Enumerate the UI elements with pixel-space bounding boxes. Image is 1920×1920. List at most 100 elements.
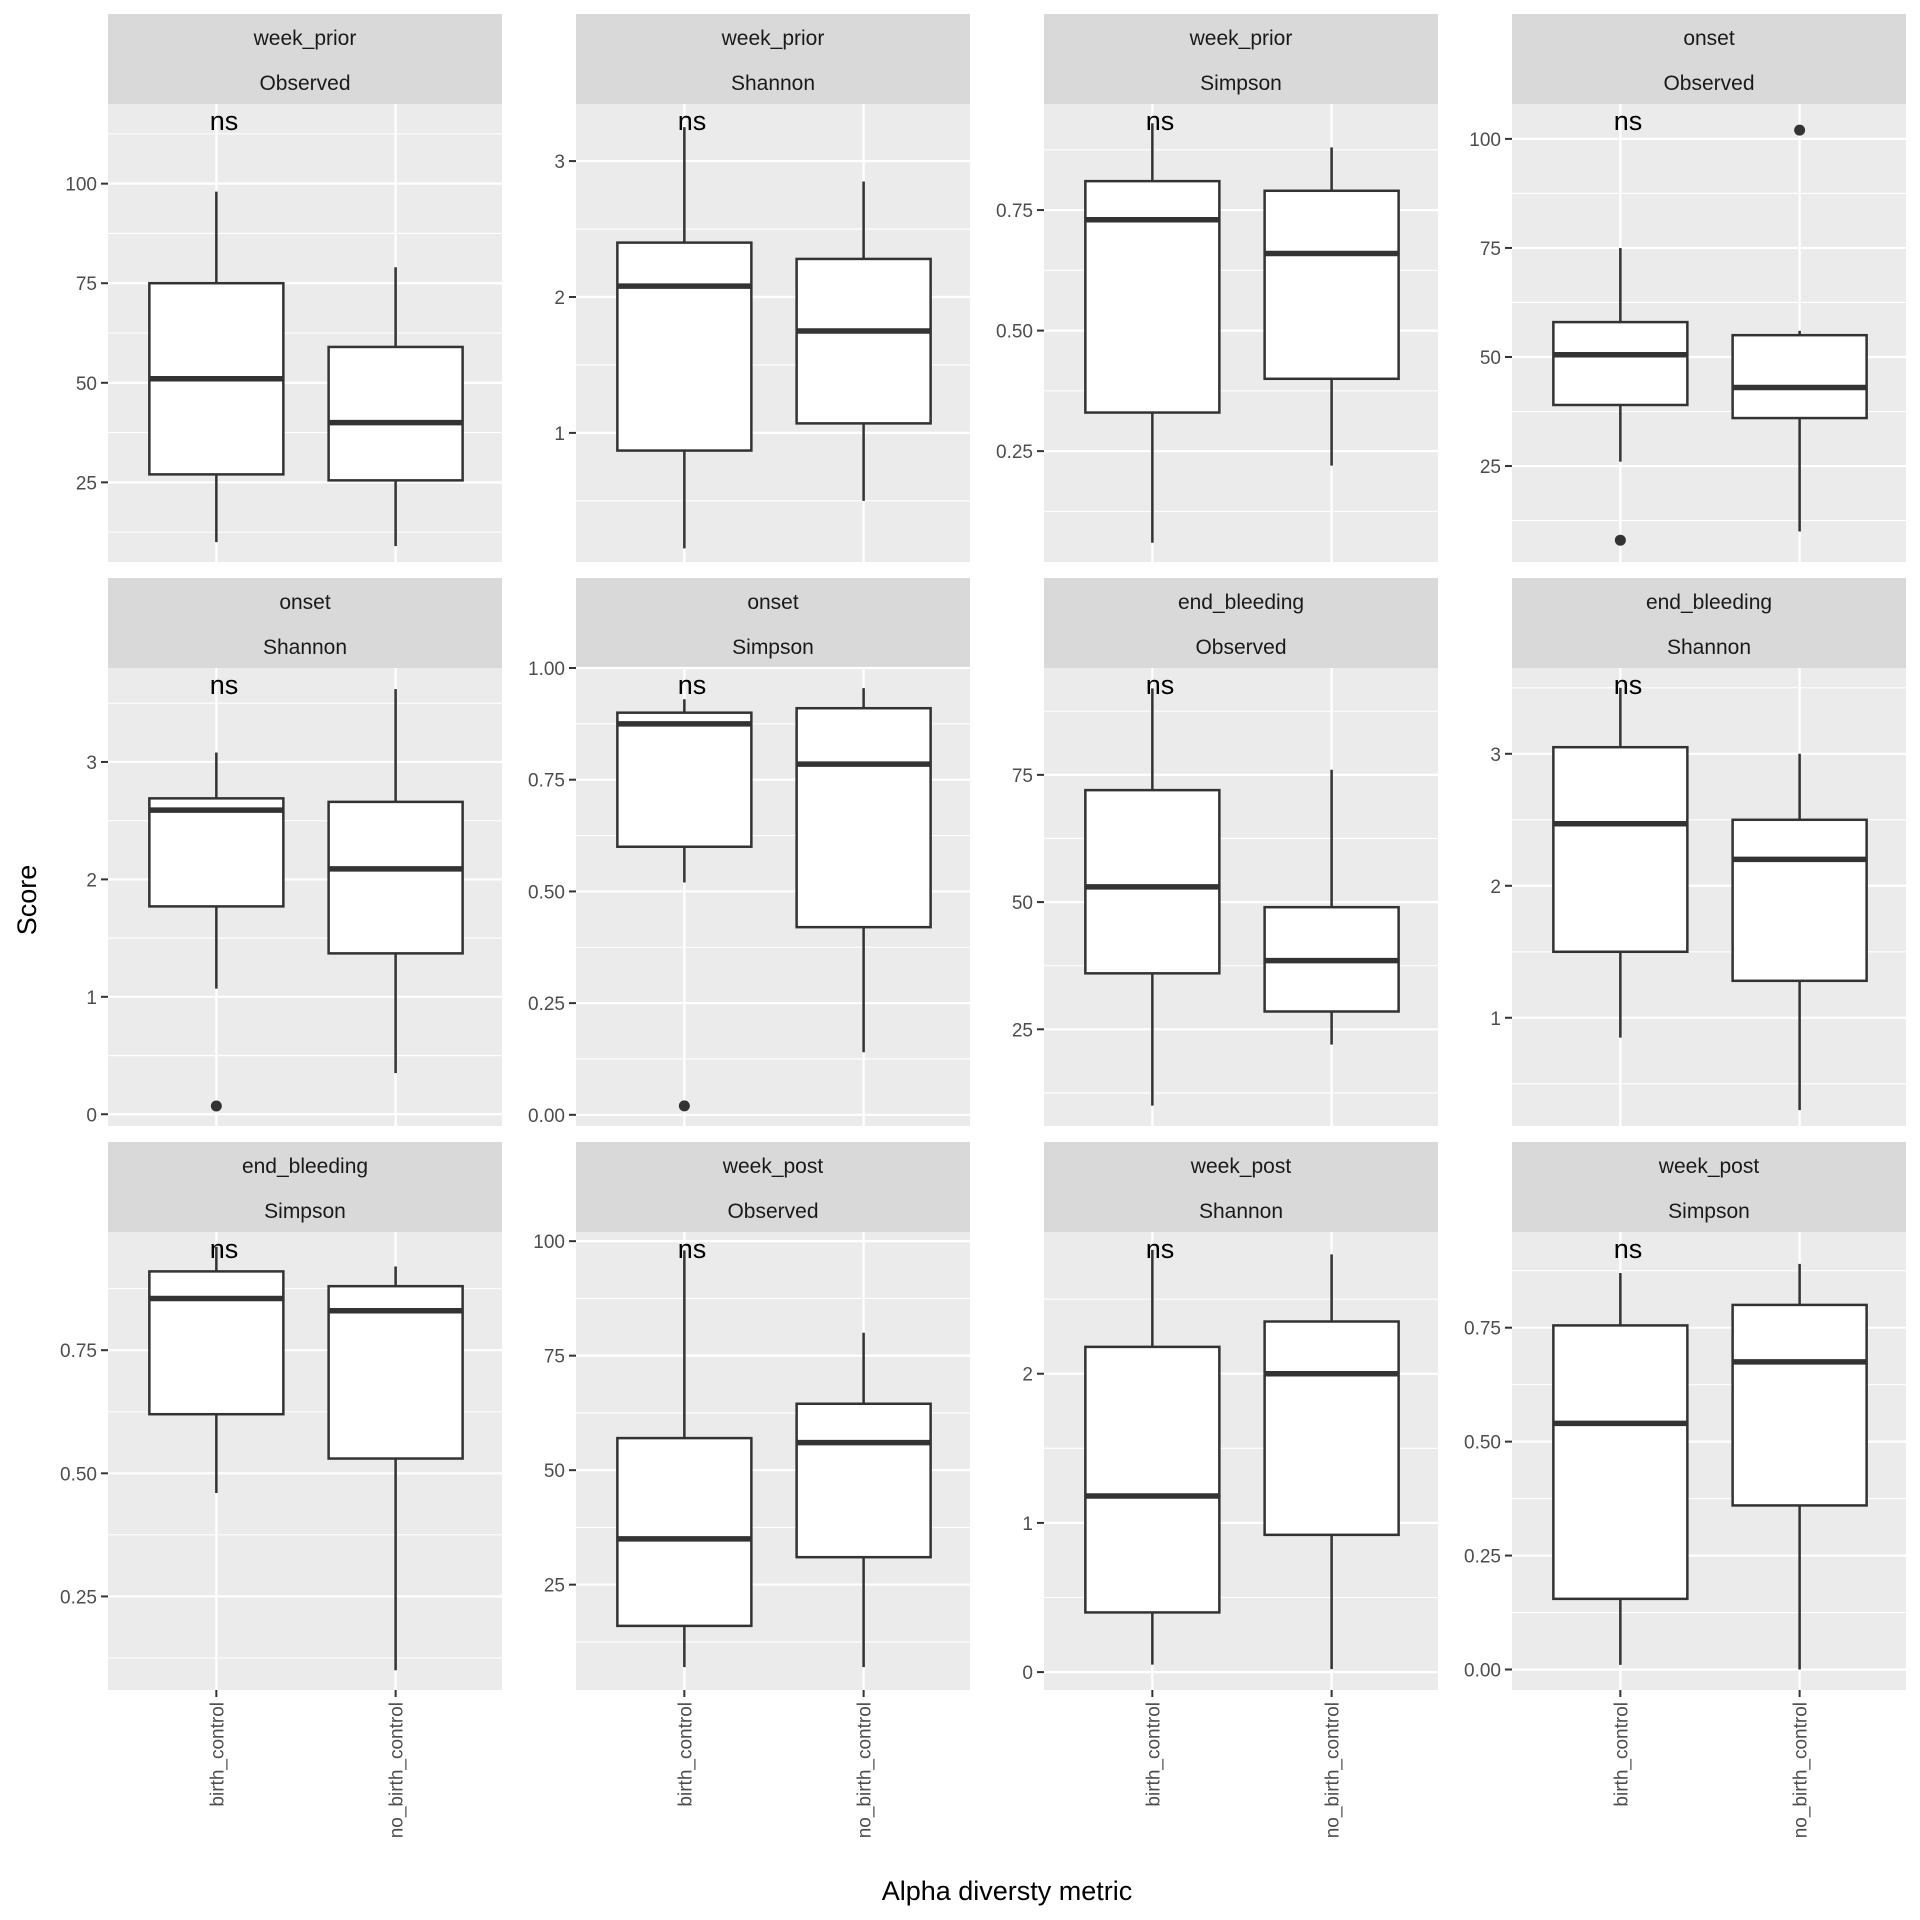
box-no_birth_control bbox=[327, 689, 464, 1074]
strip-label-top: week_post bbox=[1190, 1155, 1292, 1178]
significance-label: ns bbox=[678, 1234, 707, 1264]
box-no_birth_control bbox=[795, 181, 932, 501]
y-tick-label: 50 bbox=[1480, 348, 1501, 369]
significance-label: ns bbox=[1146, 1234, 1175, 1264]
strip-label-top: onset bbox=[747, 591, 799, 614]
box-birth_control bbox=[616, 1250, 753, 1668]
box-birth_control bbox=[1084, 1249, 1221, 1665]
box-body bbox=[616, 241, 753, 452]
box-birth_control bbox=[1552, 247, 1689, 546]
y-tick-label: 0.25 bbox=[528, 994, 565, 1015]
y-tick-label: 50 bbox=[544, 1461, 565, 1482]
box-birth_control bbox=[1552, 1273, 1689, 1665]
box-birth_control bbox=[1084, 688, 1221, 1106]
box-no_birth_control bbox=[1263, 769, 1400, 1045]
strip-label-top: week_post bbox=[1658, 1155, 1760, 1178]
x-tick-label: birth_control bbox=[1611, 1702, 1632, 1807]
y-tick-label: 0.50 bbox=[1464, 1433, 1501, 1454]
facet-panel: onset Observed 25 50 75 100 ns bbox=[1469, 14, 1906, 562]
strip-background bbox=[1512, 14, 1906, 104]
y-tick-label: 2 bbox=[1490, 877, 1501, 898]
strip-label-top: end_bleeding bbox=[242, 1155, 368, 1178]
box-no_birth_control bbox=[1731, 1263, 1868, 1670]
facet-panel: week_prior Shannon 1 2 3 ns bbox=[554, 14, 970, 562]
box-birth_control bbox=[148, 1246, 285, 1494]
facet-panel: week_prior Simpson 0.25 0.50 0.75 ns bbox=[996, 14, 1438, 562]
significance-label: ns bbox=[1614, 670, 1643, 700]
facet-panel: week_post Shannon 0 1 2 ns birth_control no_bir… bbox=[1022, 1142, 1438, 1838]
box-body bbox=[795, 257, 932, 425]
box-body bbox=[327, 1284, 464, 1460]
outlier-point bbox=[1614, 534, 1626, 546]
box-body bbox=[327, 800, 464, 955]
strip-label-top: end_bleeding bbox=[1646, 591, 1772, 614]
facet-panel: onset Shannon 0 1 2 3 ns bbox=[86, 578, 502, 1126]
strip-label-top: onset bbox=[279, 591, 331, 614]
box-body bbox=[795, 1402, 932, 1559]
y-tick-label: 100 bbox=[533, 1232, 565, 1253]
y-tick-label: 1 bbox=[86, 988, 97, 1009]
strip-label-bottom: Observed bbox=[727, 1200, 818, 1223]
y-tick-label: 0 bbox=[86, 1105, 97, 1126]
x-tick-label: birth_control bbox=[207, 1702, 228, 1807]
strip-background bbox=[1512, 578, 1906, 668]
significance-label: ns bbox=[210, 1234, 239, 1264]
strip-background bbox=[576, 14, 970, 104]
y-tick-label: 2 bbox=[554, 288, 565, 309]
x-tick-label: no_birth_control bbox=[387, 1702, 408, 1838]
outlier-point bbox=[1794, 124, 1806, 136]
y-tick-label: 0.00 bbox=[528, 1106, 565, 1127]
facet-panel: week_post Observed 25 50 75 100 ns birth_contro… bbox=[533, 1142, 970, 1838]
x-axis-title: Alpha diversty metric bbox=[882, 1876, 1133, 1906]
x-tick-label: no_birth_control bbox=[1323, 1702, 1344, 1838]
strip-label-top: week_prior bbox=[253, 27, 357, 50]
strip-background bbox=[576, 1142, 970, 1232]
y-tick-label: 3 bbox=[1490, 745, 1501, 766]
y-tick-label: 1 bbox=[1022, 1514, 1033, 1535]
y-tick-label: 25 bbox=[544, 1576, 565, 1597]
significance-label: ns bbox=[210, 670, 239, 700]
y-tick-label: 0.00 bbox=[1464, 1660, 1501, 1681]
box-body bbox=[1731, 333, 1868, 420]
y-tick-label: 1.00 bbox=[528, 659, 565, 680]
strip-background bbox=[108, 578, 502, 668]
box-body bbox=[148, 797, 285, 908]
y-tick-label: 1 bbox=[554, 424, 565, 445]
box-body bbox=[1731, 1303, 1868, 1507]
box-birth_control bbox=[148, 191, 285, 543]
significance-label: ns bbox=[1146, 106, 1175, 136]
y-tick-label: 0.75 bbox=[60, 1341, 97, 1362]
y-tick-label: 25 bbox=[1480, 457, 1501, 478]
box-no_birth_control bbox=[1263, 1254, 1400, 1670]
strip-label-bottom: Observed bbox=[1663, 72, 1754, 95]
box-body bbox=[327, 345, 464, 482]
strip-label-bottom: Shannon bbox=[1667, 636, 1751, 659]
box-body bbox=[1263, 1320, 1400, 1537]
significance-label: ns bbox=[1146, 670, 1175, 700]
y-tick-label: 50 bbox=[76, 374, 97, 395]
box-birth_control bbox=[1084, 123, 1221, 543]
x-tick-label: birth_control bbox=[1143, 1702, 1164, 1807]
box-body bbox=[616, 1436, 753, 1628]
y-tick-label: 0.75 bbox=[528, 771, 565, 792]
box-no_birth_control bbox=[327, 1266, 464, 1671]
strip-label-bottom: Simpson bbox=[732, 636, 814, 659]
strip-label-top: week_prior bbox=[721, 27, 825, 50]
facet-panel: week_post Simpson 0.00 0.25 0.50 0.75 ns birth_… bbox=[1464, 1142, 1906, 1838]
box-no_birth_control bbox=[795, 688, 932, 1053]
y-tick-label: 1 bbox=[1490, 1009, 1501, 1030]
y-tick-label: 25 bbox=[76, 473, 97, 494]
box-birth_control bbox=[616, 699, 753, 1112]
strip-label-bottom: Simpson bbox=[1200, 72, 1282, 95]
y-tick-label: 25 bbox=[1012, 1020, 1033, 1041]
y-tick-label: 50 bbox=[1012, 893, 1033, 914]
strip-background bbox=[1512, 1142, 1906, 1232]
strip-label-bottom: Shannon bbox=[263, 636, 347, 659]
box-body bbox=[616, 711, 753, 848]
box-no_birth_control bbox=[327, 267, 464, 547]
box-birth_control bbox=[148, 752, 285, 1112]
facet-panel: end_bleeding Shannon 1 2 3 ns bbox=[1490, 578, 1906, 1126]
box-birth_control bbox=[616, 127, 753, 549]
box-body bbox=[1263, 189, 1400, 381]
